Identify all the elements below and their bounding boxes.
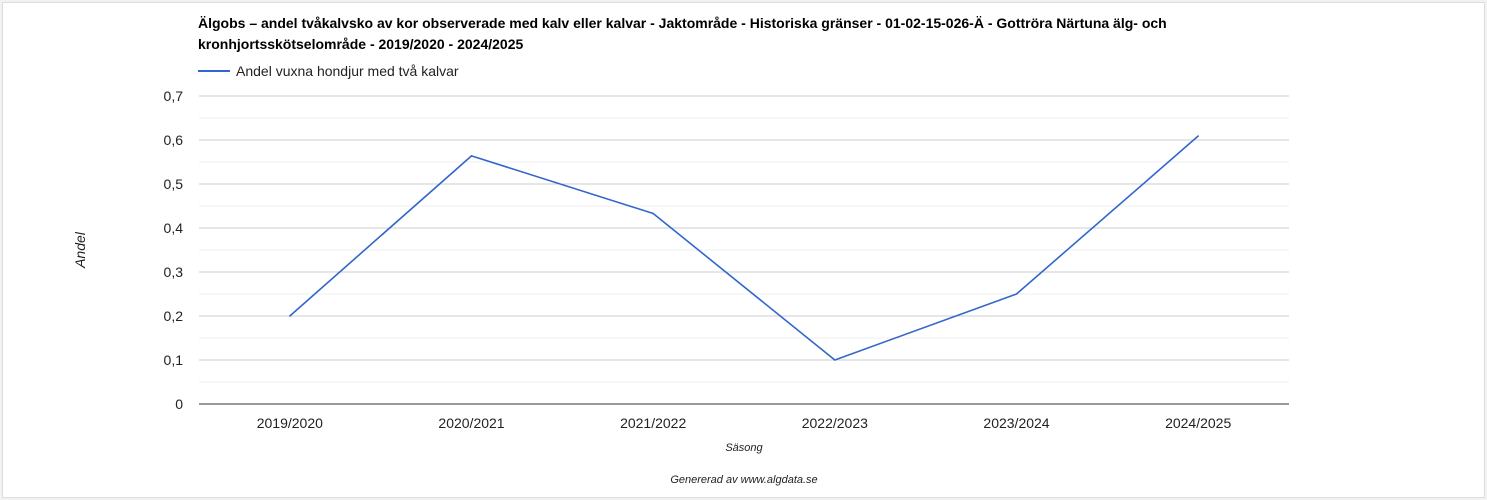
- y-tick-label: 0,2: [164, 308, 184, 324]
- legend-swatch: [198, 70, 230, 72]
- series-lines: [289, 135, 1199, 361]
- x-tick-label: 2023/2024: [983, 415, 1049, 431]
- data-point: [834, 359, 836, 361]
- y-tick-label: 0: [175, 396, 183, 412]
- data-point: [470, 155, 473, 157]
- legend-label: Andel vuxna hondjur med två kalvar: [236, 63, 459, 79]
- x-tick-label: 2019/2020: [257, 415, 323, 431]
- y-tick-label: 0,6: [164, 132, 184, 148]
- y-tick-labels: 0 0,1 0,2 0,3 0,4 0,5 0,6 0,7: [164, 88, 184, 412]
- y-tick-label: 0,3: [164, 264, 184, 280]
- x-tick-label: 2024/2025: [1165, 415, 1231, 431]
- series-line: [289, 135, 1199, 361]
- chart-title: Älgobs – andel tvåkalvsko av kor observe…: [198, 15, 1167, 52]
- data-point: [652, 212, 654, 215]
- y-tick-label: 0,7: [164, 88, 184, 104]
- y-tick-label: 0,1: [164, 352, 184, 368]
- x-tick-label: 2021/2022: [620, 415, 686, 431]
- data-point: [1197, 135, 1199, 137]
- x-tick-label: 2022/2023: [802, 415, 868, 431]
- x-tick-labels: 2019/2020 2020/2021 2021/2022 2022/2023 2023…: [257, 415, 1232, 431]
- y-tick-label: 0,4: [164, 220, 184, 236]
- footer-credit: Genererad av www.algdata.se: [670, 474, 818, 486]
- x-axis-label: Säsong: [725, 442, 763, 454]
- legend: Andel vuxna hondjur med två kalvar: [198, 62, 459, 80]
- data-point: [1015, 293, 1018, 295]
- gridlines: [199, 95, 1289, 405]
- y-axis-label: Andel: [72, 232, 88, 268]
- data-point: [289, 315, 291, 317]
- y-tick-label: 0,5: [164, 176, 184, 192]
- x-tick-label: 2020/2021: [438, 415, 504, 431]
